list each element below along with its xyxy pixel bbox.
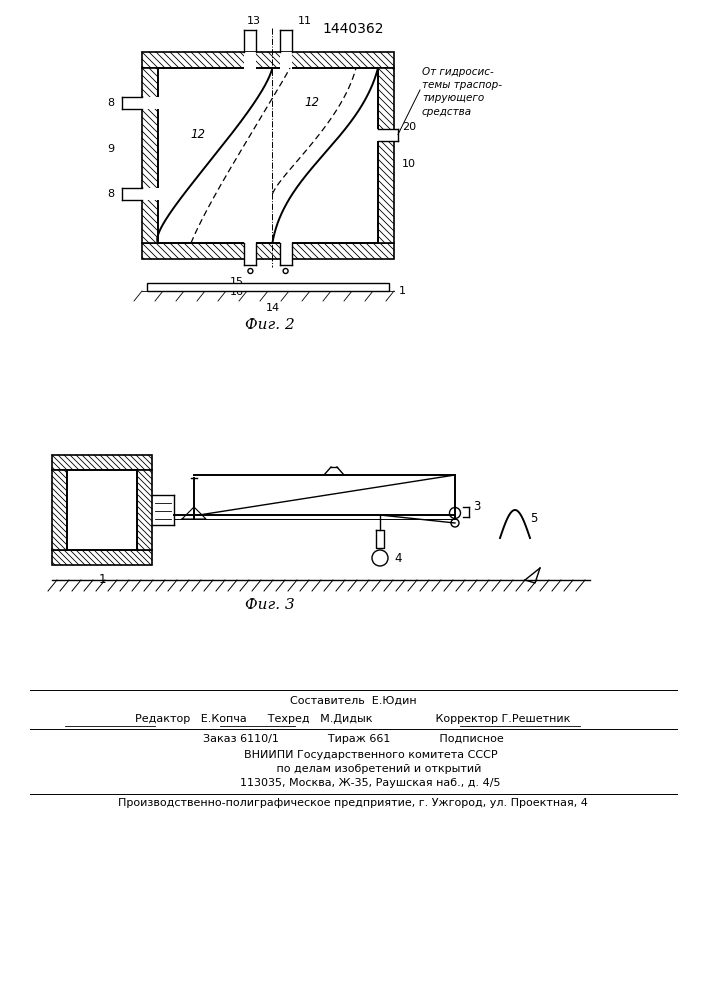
Bar bbox=[245, 241, 257, 261]
Text: 8: 8 bbox=[107, 189, 114, 199]
Bar bbox=[147, 283, 389, 291]
Bar bbox=[140, 97, 160, 109]
Bar bbox=[279, 52, 291, 70]
Bar bbox=[140, 188, 160, 200]
Text: 13: 13 bbox=[247, 16, 260, 26]
Text: 5: 5 bbox=[530, 512, 537, 524]
Text: 1440362: 1440362 bbox=[322, 22, 384, 36]
Text: 16: 16 bbox=[229, 287, 243, 297]
Text: 1: 1 bbox=[98, 573, 106, 586]
Polygon shape bbox=[378, 68, 394, 243]
Text: От гидросис-
темы траспор-
тирующего
средства: От гидросис- темы траспор- тирующего сре… bbox=[422, 67, 502, 117]
Text: по делам изобретений и открытий: по делам изобретений и открытий bbox=[224, 764, 481, 774]
Text: 1: 1 bbox=[399, 286, 406, 296]
Text: Фиг. 3: Фиг. 3 bbox=[245, 598, 295, 612]
Text: Редактор   Е.Копча      Техред   М.Дидык                  Корректор Г.Решетник: Редактор Е.Копча Техред М.Дидык Корректо… bbox=[135, 714, 571, 724]
Bar bbox=[245, 52, 257, 70]
Bar bbox=[279, 241, 291, 261]
Bar bbox=[67, 470, 137, 550]
Polygon shape bbox=[142, 243, 394, 259]
Text: Производственно-полиграфическое предприятие, г. Ужгород, ул. Проектная, 4: Производственно-полиграфическое предприя… bbox=[118, 798, 588, 808]
Polygon shape bbox=[52, 470, 67, 550]
Text: 12: 12 bbox=[190, 128, 205, 141]
Text: 9: 9 bbox=[107, 143, 114, 153]
Text: 12: 12 bbox=[305, 97, 320, 109]
Bar bbox=[158, 68, 378, 243]
Text: 20: 20 bbox=[402, 121, 416, 131]
Text: 15: 15 bbox=[229, 277, 243, 287]
Bar bbox=[376, 128, 396, 140]
Text: 8: 8 bbox=[107, 98, 114, 108]
Text: Составитель  Е.Юдин: Составитель Е.Юдин bbox=[290, 696, 416, 706]
Text: 3: 3 bbox=[473, 500, 480, 514]
Polygon shape bbox=[52, 455, 152, 470]
Text: 113035, Москва, Ж-35, Раушская наб., д. 4/5: 113035, Москва, Ж-35, Раушская наб., д. … bbox=[205, 778, 501, 788]
Polygon shape bbox=[137, 470, 152, 550]
Text: 4: 4 bbox=[394, 552, 402, 564]
Text: 10: 10 bbox=[402, 159, 416, 169]
Text: 14: 14 bbox=[265, 303, 279, 313]
Polygon shape bbox=[142, 52, 394, 68]
Text: Заказ 6110/1              Тираж 661              Подписное: Заказ 6110/1 Тираж 661 Подписное bbox=[203, 734, 503, 744]
Text: ВНИИПИ Государственного комитета СССР: ВНИИПИ Государственного комитета СССР bbox=[209, 750, 497, 760]
Polygon shape bbox=[142, 68, 158, 243]
Polygon shape bbox=[52, 550, 152, 565]
Text: Фиг. 2: Фиг. 2 bbox=[245, 318, 295, 332]
Text: 11: 11 bbox=[298, 16, 312, 26]
